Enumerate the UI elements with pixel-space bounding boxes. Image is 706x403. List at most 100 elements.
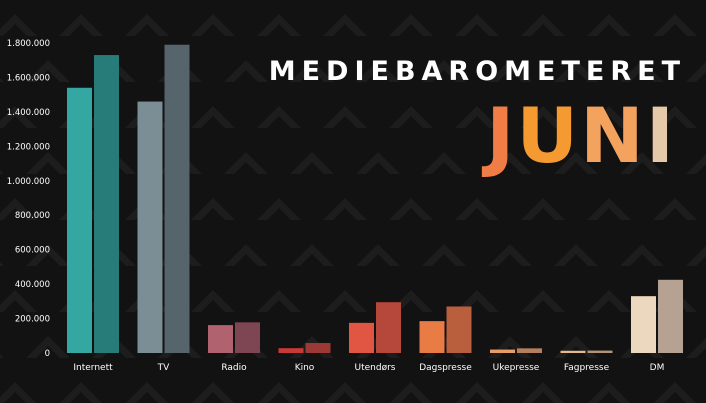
background-arrow	[0, 262, 4, 266]
y-tick-label: 1.800.000	[7, 39, 50, 49]
x-tick-label: Utendørs	[355, 363, 396, 373]
background-arrow	[356, 152, 400, 174]
bar	[305, 343, 331, 353]
y-tick-label: 600.000	[15, 246, 50, 256]
month-letter: U	[516, 91, 581, 180]
background-arrow	[0, 170, 4, 174]
background-arrow	[587, 290, 631, 312]
bar	[419, 321, 445, 353]
background-arrow	[224, 60, 268, 82]
background-arrow	[488, 152, 532, 174]
background-arrow	[389, 198, 433, 220]
y-tick-label: 400.000	[15, 280, 50, 290]
bar	[94, 55, 119, 354]
y-tick-label: 200.000	[15, 315, 50, 325]
bar	[560, 350, 586, 353]
background-arrow	[0, 106, 37, 128]
background-arrow	[522, 382, 564, 403]
background-arrow	[488, 244, 532, 266]
background-arrow	[521, 198, 565, 220]
background-arrow	[26, 336, 70, 358]
background-arrow	[323, 14, 367, 36]
x-tick-label: DM	[650, 363, 665, 373]
page-title: MEDIEBAROMETERET	[268, 56, 686, 87]
x-tick-label: Radio	[221, 363, 247, 373]
x-tick-label: Fagpresse	[564, 363, 610, 373]
background-arrow	[356, 244, 400, 266]
background-arrow	[258, 382, 300, 403]
background-arrow	[455, 14, 499, 36]
background-arrow	[257, 290, 301, 312]
background-arrow	[192, 382, 234, 403]
background-arrow	[191, 106, 235, 128]
background-arrow	[620, 152, 664, 174]
x-tick-label: Kino	[295, 363, 315, 373]
background-arrow	[686, 338, 706, 358]
background-arrow	[422, 244, 466, 266]
x-tick-label: TV	[157, 363, 170, 373]
background-arrow	[224, 152, 268, 174]
background-arrow	[422, 152, 466, 174]
background-arrow	[191, 198, 235, 220]
background-arrow	[521, 290, 565, 312]
background-arrow	[686, 62, 706, 82]
y-tick-label: 1.000.000	[7, 177, 50, 187]
background-arrow	[356, 60, 400, 82]
background-arrow	[554, 152, 598, 174]
background-arrow	[191, 290, 235, 312]
y-tick-label: 1.600.000	[7, 73, 50, 83]
background-arrow	[0, 354, 4, 358]
background-arrow	[455, 106, 499, 128]
background-arrow	[521, 14, 565, 36]
background-arrow	[26, 244, 70, 266]
bar	[631, 296, 656, 353]
background-arrow	[521, 106, 565, 128]
background-arrow	[554, 60, 598, 82]
background-arrow	[620, 244, 664, 266]
background-arrow	[26, 60, 70, 82]
background-arrow	[323, 106, 367, 128]
background-arrow	[653, 106, 697, 128]
background-arrow	[653, 14, 697, 36]
month-letter: J	[486, 91, 517, 180]
bar	[278, 348, 304, 353]
bar	[137, 101, 163, 353]
background-arrow	[59, 14, 103, 36]
background-arrow	[126, 382, 168, 403]
background-arrow	[686, 154, 706, 174]
y-tick-label: 0	[45, 349, 50, 359]
background-arrow	[257, 14, 301, 36]
background-arrow	[60, 382, 102, 403]
background-arrow	[654, 382, 696, 403]
background-arrow	[389, 14, 433, 36]
bar	[208, 325, 233, 353]
background-arrow	[0, 78, 4, 82]
bar	[446, 306, 472, 353]
background-arrow	[191, 14, 235, 36]
bar	[376, 302, 401, 353]
x-tick-label: Internett	[73, 363, 113, 373]
background-arrow	[587, 14, 631, 36]
background-arrow	[455, 198, 499, 220]
bar	[587, 350, 613, 353]
background-arrow	[588, 382, 630, 403]
bar	[490, 349, 515, 353]
bar	[235, 322, 260, 353]
background-arrow	[0, 14, 37, 36]
background-arrow	[125, 14, 169, 36]
background-arrow	[224, 244, 268, 266]
bar	[658, 279, 683, 353]
background-arrow	[26, 152, 70, 174]
background-arrow	[390, 382, 432, 403]
background-arrow	[653, 198, 697, 220]
background-arrow	[323, 290, 367, 312]
background-arrow	[686, 246, 706, 266]
background-arrow	[422, 60, 466, 82]
background-arrow	[0, 290, 37, 312]
month-heading: JUNI	[486, 98, 676, 174]
background-arrow	[290, 152, 334, 174]
bar	[164, 44, 190, 353]
bar	[67, 87, 92, 354]
background-arrow	[554, 244, 598, 266]
